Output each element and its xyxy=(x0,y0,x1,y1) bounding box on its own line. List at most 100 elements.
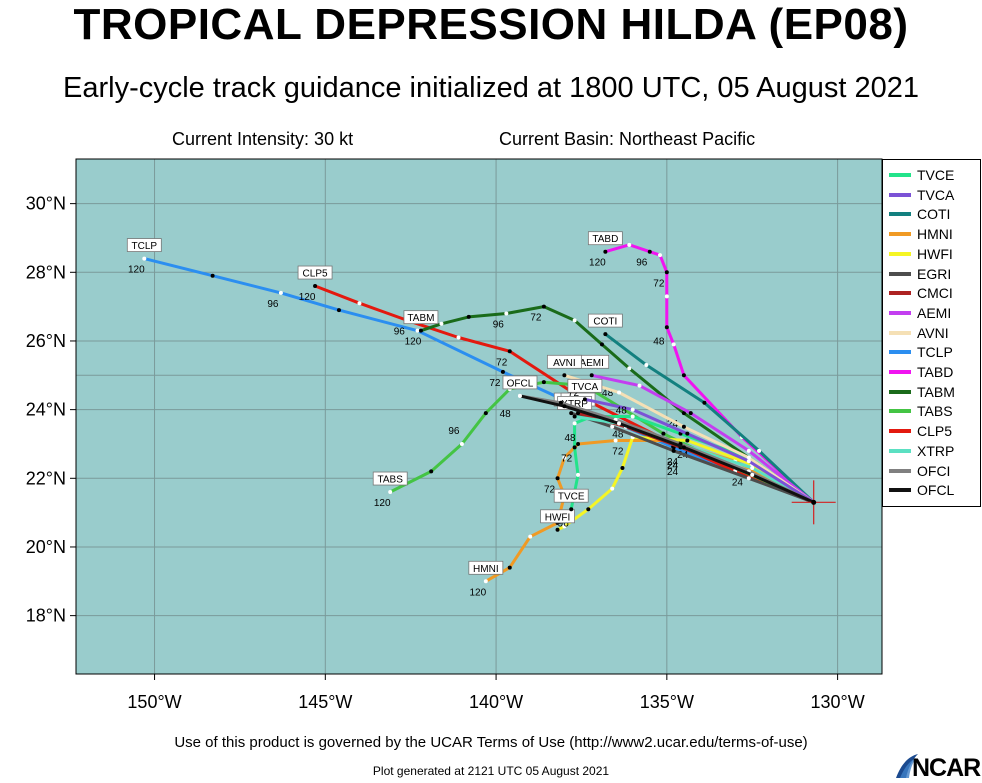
track-end-label-box xyxy=(540,509,575,524)
lon-tick-label: 135°W xyxy=(640,692,694,712)
track-point xyxy=(681,445,686,450)
track-end-label: TABS xyxy=(378,475,404,486)
track-end-label: TCLP xyxy=(132,241,158,252)
track-point xyxy=(418,328,423,333)
forecast-hour-label: 48 xyxy=(653,337,665,348)
forecast-hour-label: 96 xyxy=(493,320,505,331)
track-point xyxy=(562,404,567,409)
legend-swatch xyxy=(889,173,911,177)
forecast-hour-label: 24 xyxy=(667,460,679,471)
lon-tick-label: 145°W xyxy=(298,692,352,712)
forecast-hour-label: 120 xyxy=(589,258,606,269)
track-point xyxy=(572,445,577,450)
forecast-hour-label: 96 xyxy=(448,426,460,437)
track-ofcl: 24 48 OFCL xyxy=(500,375,815,504)
track-end-label: HMNI xyxy=(473,564,499,575)
track-point xyxy=(610,424,615,429)
lon-tick-label: 130°W xyxy=(810,692,864,712)
track-point xyxy=(647,249,652,254)
storm-position-marker xyxy=(791,480,836,525)
forecast-hour-label: 72 xyxy=(561,453,573,464)
legend-swatch xyxy=(889,409,911,414)
legend-swatch xyxy=(889,271,911,276)
legend-label: AEMI xyxy=(917,304,952,321)
legend-swatch xyxy=(889,310,911,315)
forecast-hour-label: 72 xyxy=(530,313,542,324)
track-end-label: HWFI xyxy=(545,512,571,523)
track-end-label-box xyxy=(468,560,504,575)
track-end-label-box xyxy=(297,265,333,280)
lon-tick-label: 140°W xyxy=(469,692,523,712)
track-end-label: TABD xyxy=(592,234,618,245)
forecast-hour-label: 72 xyxy=(612,447,624,458)
forecast-hour-label: 120 xyxy=(128,265,145,276)
forecast-hour-label: 120 xyxy=(374,498,391,509)
track-point xyxy=(664,294,669,299)
track-point xyxy=(466,314,471,319)
track-point xyxy=(627,366,632,371)
forecast-hour-label: 24 xyxy=(667,457,679,468)
forecast-hour-label: 24 xyxy=(667,460,679,471)
track-point xyxy=(603,249,608,254)
legend-swatch xyxy=(889,468,911,473)
track-point xyxy=(569,507,574,512)
legend-swatch xyxy=(889,429,911,434)
track-aemi: 48 AEMI xyxy=(574,354,815,504)
track-point xyxy=(507,565,512,570)
track-end-label: COTI xyxy=(593,317,617,328)
track-point xyxy=(630,407,635,412)
forecast-hour-label: 96 xyxy=(558,519,570,530)
track-point xyxy=(750,472,755,477)
track-end-label-box xyxy=(567,378,603,393)
track-end-label: AEMI xyxy=(579,358,603,369)
model-tracks: 7296120TCLP7296120CLP57296120TABM4872961… xyxy=(126,231,815,598)
legend-swatch xyxy=(889,251,911,256)
lon-tick-label: 150°W xyxy=(127,692,181,712)
legend-swatch xyxy=(889,291,911,296)
track-line xyxy=(519,394,815,504)
track-point xyxy=(664,270,669,275)
track-end-label: TVCE xyxy=(558,492,585,503)
track-end-label-box xyxy=(546,354,582,369)
track-tabm: 72 96 120 TABM xyxy=(403,304,815,504)
forecast-hour-label: 72 xyxy=(496,357,508,368)
forecast-hour-label: 48 xyxy=(602,388,614,399)
track-point xyxy=(357,301,362,306)
legend-label: TABM xyxy=(917,383,955,400)
track-tclp: 72 96 120 TCLP xyxy=(126,238,815,504)
track-end-label-box xyxy=(372,471,408,486)
legend-label: HWFI xyxy=(917,245,953,262)
track-point xyxy=(637,383,642,388)
track-point xyxy=(576,441,581,446)
terms-of-use-note: Use of this product is governed by the U… xyxy=(174,734,808,751)
legend-swatch xyxy=(889,370,911,374)
track-point xyxy=(336,308,341,313)
legend-label: XTRP xyxy=(917,442,955,459)
forecast-hour-label: 48 xyxy=(564,433,576,444)
legend-swatch xyxy=(889,232,911,237)
track-end-label: AVNI xyxy=(553,358,576,369)
forecast-hour-label: 120 xyxy=(405,337,422,348)
forecast-hour-label: 72 xyxy=(568,388,580,399)
track-point xyxy=(671,448,676,453)
track-point xyxy=(459,441,464,446)
track-point xyxy=(603,332,608,337)
track-point xyxy=(746,459,751,464)
track-point xyxy=(483,579,488,584)
track-point xyxy=(456,335,461,340)
track-point xyxy=(681,373,686,378)
track-point xyxy=(617,421,622,426)
track-point xyxy=(671,342,676,347)
lat-tick-label: 18°N xyxy=(26,606,66,626)
track-point xyxy=(610,486,615,491)
legend-label: CMCI xyxy=(917,285,953,302)
legend-label: HMNI xyxy=(917,226,953,243)
forecast-hour-label: 96 xyxy=(267,299,279,310)
legend-label: EGRI xyxy=(917,265,952,282)
legend-label: CLP5 xyxy=(917,423,953,440)
track-point xyxy=(504,311,509,316)
track-point xyxy=(746,448,751,453)
track-end-label: TABM xyxy=(407,313,434,324)
guidance-subtitle: Early-cycle track guidance initialized a… xyxy=(63,72,919,104)
